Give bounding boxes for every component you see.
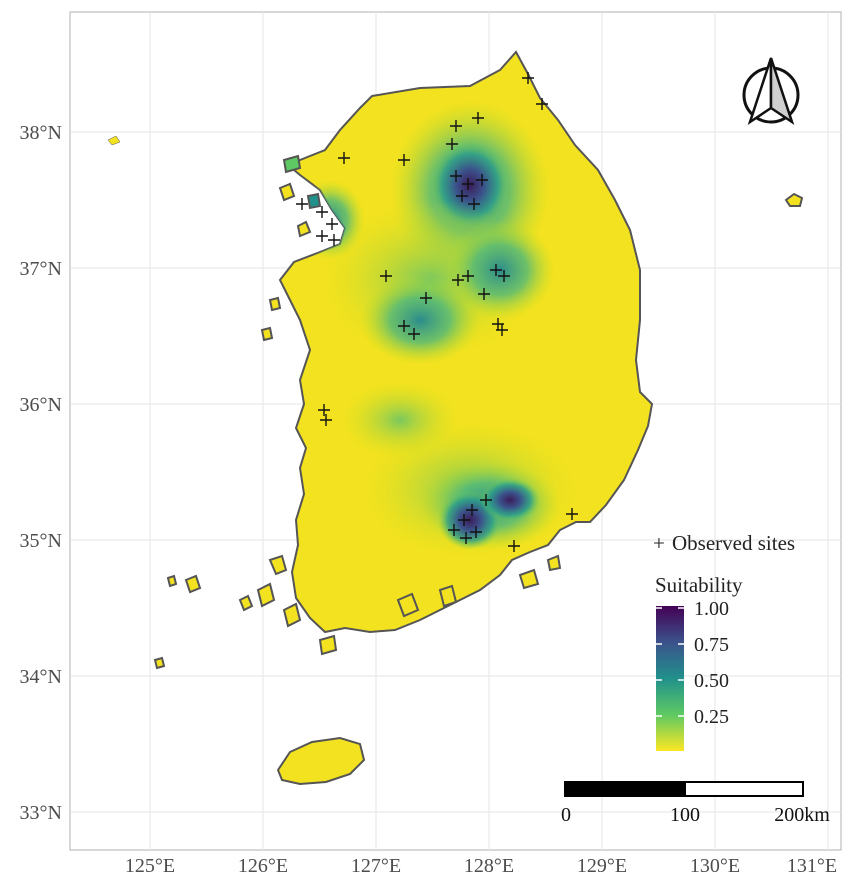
islands xyxy=(107,135,804,786)
ulleung-island xyxy=(784,192,804,207)
lat-tick-label: 37°N xyxy=(20,258,62,280)
lon-tick-label: 125°E xyxy=(125,855,175,877)
colorbar-tick-label: 0.25 xyxy=(694,706,729,728)
lon-tick-label: 128°E xyxy=(464,855,514,877)
lon-tick-label: 126°E xyxy=(238,855,288,877)
lat-tick-label: 35°N xyxy=(20,530,62,552)
suitability-legend: Suitability 1.00 0.75 0.50 0.25 xyxy=(655,573,743,751)
colorbar-tick-label: 1.00 xyxy=(694,598,729,620)
lon-tick-label: 131°E xyxy=(787,855,837,877)
sites-legend: + Observed sites xyxy=(653,531,795,555)
scale-bar: 0 100 200km xyxy=(561,781,830,826)
lat-tick-label: 38°N xyxy=(20,122,62,144)
scale-label: 200km xyxy=(774,804,830,826)
baengnyeong-island xyxy=(107,135,121,146)
colorbar-tick-label: 0.75 xyxy=(694,634,729,656)
colorbar-tick-label: 0.50 xyxy=(694,670,729,692)
sites-legend-symbol: + xyxy=(653,531,665,555)
suitability-raster xyxy=(295,100,580,560)
lon-ticks: 125°E 126°E 127°E 128°E 129°E 130°E 131°… xyxy=(125,855,837,877)
north-arrow-icon xyxy=(742,57,800,126)
lat-tick-label: 33°N xyxy=(20,802,62,824)
observed-sites xyxy=(296,72,578,552)
lat-tick-label: 36°N xyxy=(20,394,62,416)
lon-tick-label: 129°E xyxy=(577,855,627,877)
lon-tick-label: 127°E xyxy=(351,855,401,877)
legend-title: Suitability xyxy=(655,573,743,597)
jeju-island xyxy=(276,736,366,786)
colorbar xyxy=(656,606,684,751)
lat-tick-label: 34°N xyxy=(20,666,62,688)
lat-ticks: 38°N 37°N 36°N 35°N 34°N 33°N xyxy=(20,122,62,824)
sites-legend-label: Observed sites xyxy=(672,531,795,555)
scale-label: 100 xyxy=(670,804,700,826)
scale-label: 0 xyxy=(561,804,571,826)
lon-tick-label: 130°E xyxy=(690,855,740,877)
